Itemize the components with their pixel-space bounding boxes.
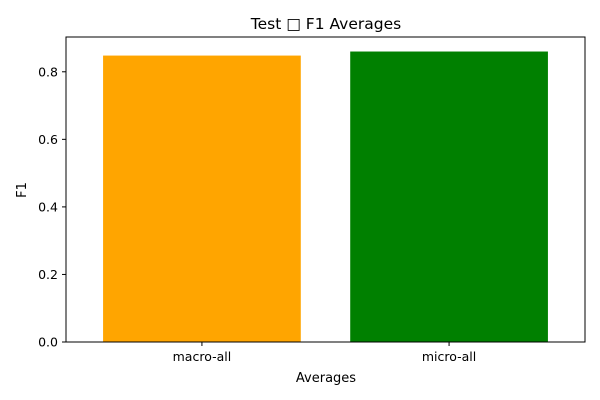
bar-macro-all — [103, 55, 301, 342]
x-tick-label: micro-all — [422, 349, 476, 364]
y-tick-label: 0.6 — [38, 132, 58, 147]
y-tick-label: 0.2 — [38, 267, 58, 282]
x-axis-label: Averages — [296, 371, 356, 386]
bars-layer — [103, 51, 548, 343]
chart-title: Test □ F1 Averages — [250, 15, 401, 33]
y-tick-label: 0.4 — [38, 199, 58, 214]
y-axis-label: F1 — [15, 182, 30, 198]
y-axis-ticks: 0.0 0.2 0.4 0.6 0.8 — [38, 64, 66, 350]
y-tick-label: 0.0 — [38, 335, 58, 350]
x-tick-label: macro-all — [173, 349, 232, 364]
y-tick-label: 0.8 — [38, 64, 58, 79]
plot-frame — [65, 36, 586, 343]
bar-micro-all — [350, 51, 548, 343]
x-axis-ticks: macro-all micro-all — [173, 342, 476, 364]
